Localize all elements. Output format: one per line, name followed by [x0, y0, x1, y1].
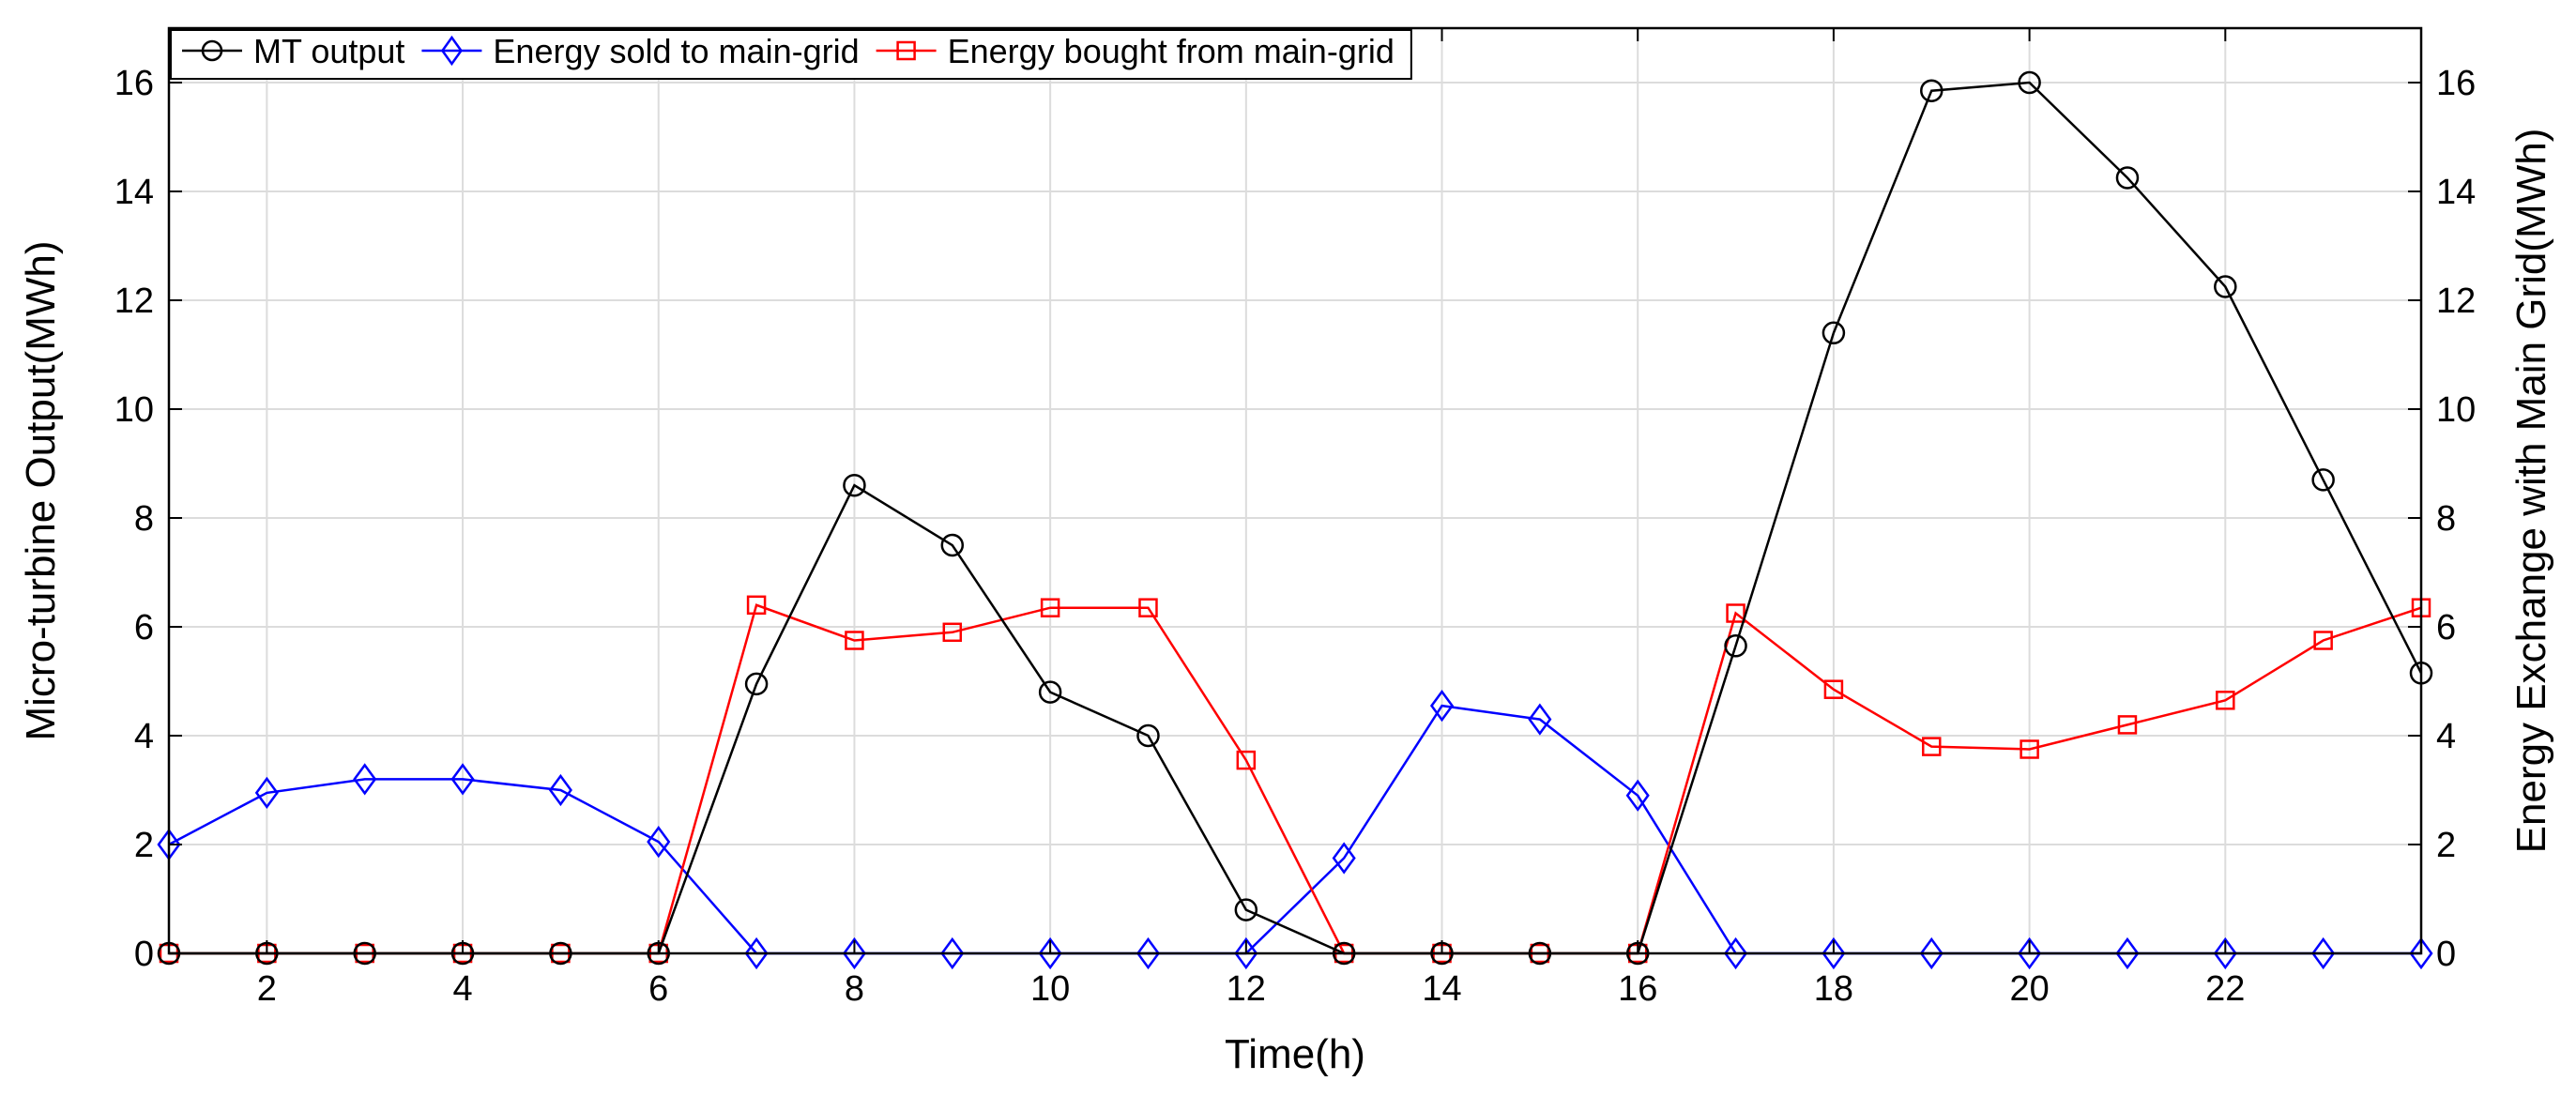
y-tick-label-right: 0	[2436, 935, 2456, 974]
data-point-mt-output	[744, 672, 769, 696]
data-point-energy-sold	[1528, 703, 1552, 736]
data-point-mt-output	[940, 533, 965, 557]
legend-label-mt-output: MT output	[253, 32, 404, 70]
x-tick-label: 2	[257, 969, 277, 1009]
data-point-mt-output	[1821, 321, 1846, 345]
data-point-energy-sold	[2115, 936, 2140, 970]
data-point-energy-bought	[2020, 739, 2039, 759]
data-point-mt-output	[1724, 634, 1747, 658]
data-point-energy-sold	[254, 776, 279, 810]
y-tick-label-right: 6	[2436, 608, 2456, 647]
data-point-mt-output	[2311, 468, 2335, 492]
x-tick-label: 8	[845, 969, 864, 1009]
data-point-energy-sold	[450, 763, 475, 796]
data-point-energy-sold	[2409, 936, 2433, 970]
data-point-energy-bought	[1040, 598, 1060, 617]
data-point-energy-sold	[2213, 936, 2237, 970]
data-point-energy-sold	[548, 773, 572, 807]
y-tick-label-right: 14	[2436, 173, 2476, 212]
data-point-mt-output	[1038, 680, 1062, 704]
legend-entry-energy-sold: Energy sold to main-grid	[421, 32, 860, 70]
y-tick-label-left: 2	[134, 826, 154, 865]
data-point-energy-bought	[746, 595, 767, 616]
x-axis-label: Time(h)	[1225, 1031, 1365, 1077]
data-point-energy-sold	[842, 936, 866, 970]
data-point-energy-bought	[2117, 715, 2138, 735]
data-point-energy-sold	[353, 763, 377, 796]
y-axis-label-left: Micro-turbine Output(MWh)	[18, 240, 64, 740]
legend-label-energy-bought: Energy bought from main-grid	[948, 32, 1395, 70]
data-point-energy-bought	[1138, 598, 1158, 617]
data-point-energy-bought	[845, 631, 864, 650]
data-point-energy-sold	[1234, 936, 1258, 970]
data-point-energy-sold	[940, 936, 965, 970]
data-point-energy-bought	[1726, 603, 1745, 623]
x-tick-label: 20	[2009, 969, 2049, 1009]
legend-entry-mt-output: MT output	[182, 32, 404, 70]
data-point-energy-sold	[1919, 936, 1943, 970]
data-point-energy-bought	[1236, 750, 1257, 770]
legend-marker-mt-output	[201, 39, 223, 62]
x-tick-label: 22	[2205, 969, 2245, 1009]
data-point-energy-bought	[1823, 679, 1844, 699]
y-tick-label-left: 8	[134, 499, 154, 539]
data-point-energy-sold	[1724, 936, 1748, 970]
x-tick-label: 16	[1618, 969, 1657, 1009]
data-point-energy-sold	[744, 936, 769, 970]
data-point-energy-sold	[1429, 689, 1455, 723]
data-point-mt-output	[2115, 166, 2140, 190]
x-tick-label: 18	[1814, 969, 1853, 1009]
y-tick-label-left: 4	[134, 717, 154, 756]
x-tick-label: 10	[1030, 969, 1070, 1009]
x-tick-label: 4	[452, 969, 472, 1009]
plot-frame	[167, 26, 2423, 955]
data-point-energy-sold	[647, 825, 671, 859]
y-tick-label-right: 10	[2436, 390, 2476, 430]
legend-marker-energy-sold	[440, 35, 463, 67]
data-point-mt-output	[1920, 79, 1943, 102]
y-tick-label-right: 12	[2436, 282, 2476, 321]
data-point-mt-output	[1136, 723, 1160, 748]
y-tick-label-right: 2	[2436, 826, 2456, 865]
data-point-mt-output	[2018, 70, 2041, 95]
data-point-energy-sold	[1136, 936, 1161, 970]
legend-marker-energy-bought	[896, 40, 916, 61]
data-point-energy-bought	[2216, 691, 2235, 710]
y-tick-label-right: 4	[2436, 717, 2456, 756]
data-point-energy-sold	[2018, 936, 2042, 970]
data-point-mt-output	[2214, 275, 2237, 298]
data-point-energy-bought	[2313, 631, 2333, 650]
legend-box	[170, 29, 1412, 80]
data-point-energy-sold	[1625, 779, 1650, 812]
y-tick-label-left: 6	[134, 608, 154, 647]
legend: MT output Energy sold to main-grid Energ…	[170, 29, 1412, 80]
legend-label-energy-sold: Energy sold to main-grid	[493, 32, 859, 70]
legend-entry-energy-bought: Energy bought from main-grid	[876, 32, 1395, 70]
data-point-energy-sold	[1821, 936, 1846, 970]
grid	[169, 28, 2421, 953]
data-point-energy-sold	[2311, 936, 2336, 970]
y-tick-label-left: 0	[134, 935, 154, 974]
data-point-energy-bought	[942, 622, 963, 643]
y-tick-label-right: 8	[2436, 499, 2456, 539]
y-tick-label-left: 12	[114, 282, 154, 321]
x-tick-label: 6	[648, 969, 668, 1009]
y-tick-label-left: 14	[114, 173, 154, 212]
data-point-mt-output	[1234, 898, 1258, 921]
data-point-energy-bought	[1922, 737, 1942, 756]
x-tick-label: 14	[1422, 969, 1461, 1009]
y-tick-label-right: 16	[2436, 64, 2476, 103]
y-tick-label-left: 10	[114, 390, 154, 430]
data-point-energy-sold	[1038, 936, 1062, 970]
y-tick-label-left: 16	[114, 64, 154, 103]
x-tick-label: 12	[1227, 969, 1266, 1009]
data-point-energy-sold	[1332, 842, 1356, 875]
data-point-mt-output	[843, 473, 866, 497]
y-axis-label-right: Energy Exchange with Main Grid(MWh)	[2508, 129, 2554, 854]
